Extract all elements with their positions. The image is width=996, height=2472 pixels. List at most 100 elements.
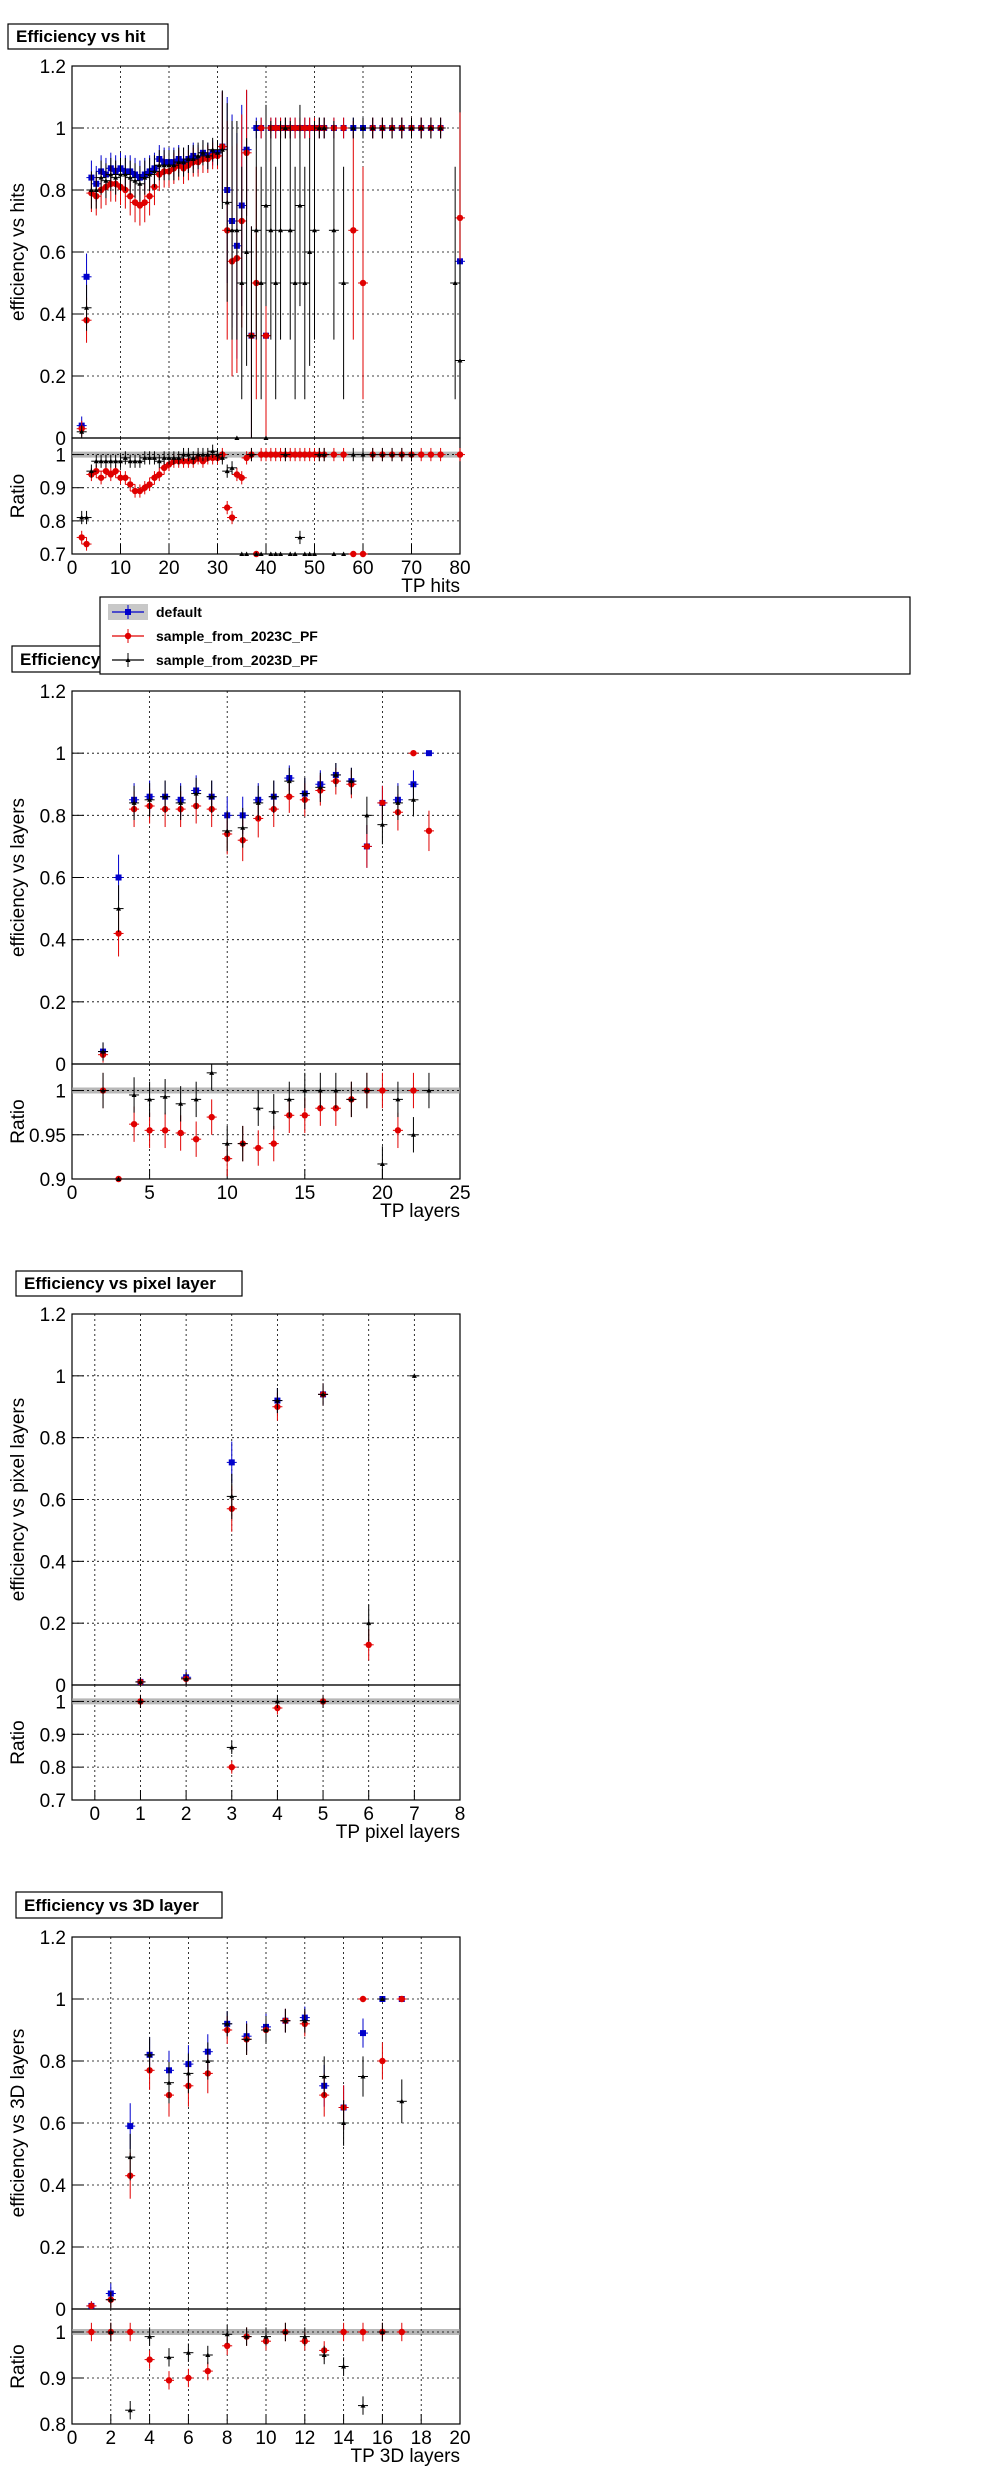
ratio-y-tick-label: 1 <box>55 1692 66 1713</box>
ratio-point <box>162 1094 168 1099</box>
chart-title: Efficiency vs pixel layer <box>24 1274 216 1293</box>
ratio-point <box>389 452 395 457</box>
data-point <box>262 332 270 339</box>
ratio-point <box>127 2328 134 2336</box>
ratio-point <box>244 551 250 556</box>
data-point <box>379 822 385 827</box>
data-point <box>398 1995 405 2003</box>
data-point <box>457 358 463 363</box>
y-tick-label: 1.2 <box>40 682 66 703</box>
y-tick-label: 0.6 <box>40 1491 66 1512</box>
data-point <box>185 2070 191 2076</box>
data-point <box>363 843 371 850</box>
y-tick-label: 1 <box>55 119 66 140</box>
ratio-point <box>137 458 143 464</box>
data-point <box>115 930 122 937</box>
ratio-point <box>394 1127 402 1134</box>
data-point <box>224 828 230 833</box>
data-point <box>146 193 153 200</box>
data-point <box>210 147 216 152</box>
data-point <box>147 172 153 177</box>
data-point <box>452 280 458 285</box>
legend-marker <box>125 609 131 615</box>
ratio-point <box>215 452 220 457</box>
data-point <box>108 2297 114 2302</box>
ratio-point <box>360 452 366 457</box>
ratio-point <box>333 1088 339 1093</box>
data-point <box>255 800 261 805</box>
data-point <box>271 794 277 799</box>
data-point <box>141 199 148 206</box>
x-tick-label: 0 <box>67 2428 78 2449</box>
x-axis-label: TP pixel layers <box>336 1822 460 1843</box>
data-point <box>162 794 168 799</box>
data-point <box>215 150 220 155</box>
ratio-point <box>141 484 148 491</box>
data-point <box>379 1996 385 2001</box>
chart-title-box <box>7 23 169 50</box>
legend-item-1: sample_from_2023C_PF <box>112 628 318 644</box>
ratio-point <box>127 481 134 488</box>
ratio-point <box>270 1140 277 1147</box>
data-point <box>151 168 157 174</box>
x-tick-label: 4 <box>144 2428 155 2449</box>
ratio-point <box>321 452 327 457</box>
ratio-point <box>151 474 158 481</box>
data-point <box>312 227 317 233</box>
y-tick-label: 0.4 <box>40 1552 67 1573</box>
y-tick-label: 0.4 <box>40 2176 67 2197</box>
data-point <box>418 125 424 130</box>
data-point <box>273 280 279 285</box>
ratio-point <box>456 451 464 458</box>
ratio-point <box>112 467 119 475</box>
x-tick-label: 20 <box>372 1183 393 1204</box>
data-point <box>239 280 245 285</box>
ratio-y-axis-label: Ratio <box>8 1720 29 1764</box>
data-point <box>428 125 434 130</box>
data-point <box>84 305 90 310</box>
data-point <box>366 1620 372 1626</box>
ratio-point <box>330 451 338 458</box>
ratio-point <box>379 2329 385 2334</box>
data-point <box>103 178 109 183</box>
y-tick-label: 0.2 <box>40 1614 66 1635</box>
ratio-point <box>350 452 356 457</box>
data-point <box>287 227 293 233</box>
data-point <box>297 203 303 208</box>
ratio-point <box>122 474 129 481</box>
x-tick-label: 30 <box>207 558 228 579</box>
ratio-point <box>83 540 90 548</box>
data-point <box>253 227 259 233</box>
x-tick-label: 5 <box>318 1804 329 1825</box>
data-point <box>321 2074 327 2079</box>
x-tick-label: 14 <box>333 2428 355 2449</box>
ratio-point <box>258 551 264 556</box>
ratio-point <box>379 1161 385 1166</box>
ratio-point <box>228 1763 235 1771</box>
ratio-point <box>185 2374 192 2382</box>
ratio-point <box>84 515 90 520</box>
ratio-point <box>426 1088 432 1093</box>
ratio-point <box>97 474 105 481</box>
ratio-point <box>244 2334 250 2339</box>
data-point <box>307 249 313 254</box>
ratio-y-axis-label: Ratio <box>8 474 29 518</box>
data-point <box>229 1493 235 1499</box>
x-tick-label: 16 <box>372 2428 393 2449</box>
ratio-series-sample_from_2023D_PF <box>98 1064 434 1181</box>
y-tick-label: 0.4 <box>40 305 67 326</box>
x-tick-label: 40 <box>255 558 276 579</box>
ratio-point <box>278 551 284 556</box>
ratio-point <box>301 1112 308 1119</box>
data-point <box>132 178 138 183</box>
data-point <box>100 1049 106 1054</box>
data-point <box>137 1679 143 1684</box>
data-point <box>228 1459 235 1466</box>
data-point <box>147 2052 153 2057</box>
y-tick-label: 0.4 <box>40 931 67 952</box>
series-sample_from_2023D_PF <box>135 1373 420 1685</box>
data-point <box>282 125 288 130</box>
series-sample_from_2023D_PF <box>98 763 419 1061</box>
ratio-point <box>364 1088 370 1093</box>
